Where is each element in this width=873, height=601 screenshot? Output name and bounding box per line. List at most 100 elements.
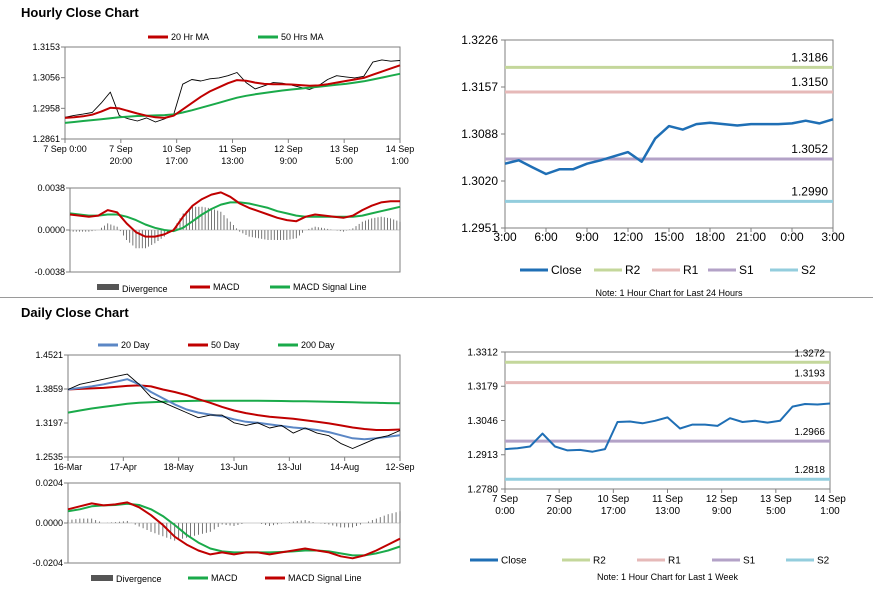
hourly-price-x-tick-label: 17:00 (165, 156, 188, 166)
daily_pivot-y-tick-label: 1.3179 (467, 382, 498, 393)
daily-price-200day-line (67, 399, 401, 414)
hourly-price-y-tick-label: 1.3056 (32, 73, 60, 83)
hourly-section-title: Hourly Close Chart (21, 5, 139, 20)
daily_pivot-x-tick-label: 1:00 (820, 506, 840, 517)
daily_pivot-y-tick-label: 1.2913 (467, 450, 498, 461)
daily-price-x-tick-label: 12-Sep (385, 462, 414, 472)
hourly-legend-ma20-label: 20 Hr MA (171, 32, 209, 42)
daily-macd-legend-signal-label: MACD Signal Line (288, 573, 362, 583)
daily_pivot-level-label-s2: 1.2818 (794, 465, 825, 476)
hourly_pivot-legend-r1-label: R1 (683, 263, 699, 277)
daily_pivot-x-tick-label: 17:00 (601, 506, 626, 517)
section-divider (0, 297, 873, 298)
daily-price-y-tick-label: 1.2535 (35, 452, 63, 462)
hourly_pivot-y-tick-label: 1.3088 (461, 127, 498, 141)
hourly_pivot-x-tick-label: 9:00 (575, 230, 599, 244)
hourly-price-frame (64, 46, 401, 140)
daily-macd-legend-divergence-label: Divergence (116, 574, 162, 584)
daily_pivot-x-tick-label: 20:00 (547, 506, 572, 517)
daily_pivot-legend-s2-label: S2 (817, 555, 830, 566)
hourly-legend-ma50-label: 50 Hrs MA (281, 32, 324, 42)
daily_pivot-y-tick-label: 1.3046 (467, 416, 498, 427)
hourly_pivot-legend-s2-label: S2 (801, 263, 816, 277)
hourly-price-ma20-line (64, 64, 401, 119)
daily_pivot-x-tick-label: 11 Sep (652, 494, 683, 505)
daily-price-x-tick-label: 18-May (164, 462, 195, 472)
hourly_pivot-close-line (504, 118, 834, 176)
hourly-price-x-tick-label: 1:00 (391, 156, 409, 166)
hourly_pivot-y-tick-label: 1.2951 (461, 221, 498, 235)
daily-price-x-tick-label: 14-Aug (330, 462, 359, 472)
hourly-price-y-tick-label: 1.2861 (32, 134, 60, 144)
hourly_pivot-level-label-r1: 1.3150 (791, 75, 828, 89)
hourly_pivot-y-tick-label: 1.3157 (461, 80, 498, 94)
hourly-macd-legend-divergence-swatch (97, 284, 119, 290)
daily_macd-y-tick-label: 0.0000 (35, 518, 63, 528)
daily-price-x-tick-label: 13-Jun (220, 462, 248, 472)
hourly-price-x-tick-label: 5:00 (335, 156, 353, 166)
hourly-price-x-tick-label: 14 Sep (386, 144, 415, 154)
daily_pivot-x-tick-label: 12 Sep (706, 494, 738, 505)
daily-macd-legend-divergence-swatch (91, 575, 113, 581)
daily_pivot-close-line (504, 402, 831, 453)
daily-price-20day-line (67, 378, 401, 441)
hourly_pivot-level-label-r2: 1.3186 (791, 50, 828, 64)
daily_macd-y-tick-label: 0.0204 (35, 478, 63, 488)
hourly_pivot-y-tick-label: 1.3020 (461, 174, 498, 188)
daily-price-x-tick-label: 13-Jul (277, 462, 302, 472)
hourly_macd-y-tick-label: -0.0038 (34, 267, 65, 277)
hourly_pivot-legend-close-label: Close (551, 263, 582, 277)
hourly_pivot-level-label-s1: 1.3052 (791, 142, 828, 156)
daily-price-x-tick-label: 16-Mar (54, 462, 83, 472)
daily_pivot-x-tick-label: 10 Sep (597, 494, 629, 505)
daily-legend-200day-label: 200 Day (301, 340, 335, 350)
hourly-price-x-tick-label: 7 Sep 0:00 (43, 144, 87, 154)
hourly-price-x-tick-label: 11 Sep (219, 144, 247, 154)
hourly_pivot-legend-r2-label: R2 (625, 263, 641, 277)
daily_pivot-legend-close-label: Close (501, 555, 527, 566)
daily_pivot-x-tick-label: 13 Sep (760, 494, 792, 505)
daily-price-50day-line (67, 384, 401, 431)
daily_pivot-level-label-r1: 1.3193 (794, 369, 825, 380)
hourly_pivot-x-tick-label: 6:00 (534, 230, 558, 244)
hourly_macd-macd-line (69, 191, 400, 238)
daily_macd-signal-line (67, 502, 401, 557)
hourly-macd-legend-signal-label: MACD Signal Line (293, 282, 367, 292)
daily-price-y-tick-label: 1.4521 (35, 350, 63, 360)
daily_pivot-x-tick-label: 9:00 (712, 506, 732, 517)
daily-price-y-tick-label: 1.3859 (35, 384, 63, 394)
hourly_pivot-legend-s1-label: S1 (739, 263, 754, 277)
daily_pivot-x-tick-label: 5:00 (766, 506, 786, 517)
hourly-price-close-line (64, 59, 401, 123)
hourly_pivot-x-tick-label: 0:00 (780, 230, 804, 244)
hourly_macd-y-tick-label: 0.0000 (37, 225, 65, 235)
daily_macd-y-tick-label: -0.0204 (32, 558, 63, 568)
daily_pivot-level-label-r2: 1.3272 (794, 348, 825, 359)
hourly-price-x-tick-label: 7 Sep (109, 144, 133, 154)
hourly_pivot-x-tick-label: 21:00 (736, 230, 766, 244)
hourly-price-x-tick-label: 13:00 (221, 156, 244, 166)
hourly-price-ma50-line (64, 72, 401, 124)
hourly-price-x-tick-label: 20:00 (110, 156, 133, 166)
daily_pivot-x-tick-label: 7 Sep (546, 494, 573, 505)
hourly_pivot-x-tick-label: 18:00 (695, 230, 725, 244)
daily_macd-macd-line (67, 501, 401, 560)
hourly-price-x-tick-label: 10 Sep (162, 144, 191, 154)
daily_pivot-legend-r2-label: R2 (593, 555, 606, 566)
hourly-price-y-tick-label: 1.2958 (32, 103, 60, 113)
daily_pivot-legend-s1-label: S1 (743, 555, 756, 566)
hourly_pivot-level-label-s2: 1.2990 (791, 184, 828, 198)
daily_pivot-x-tick-label: 13:00 (655, 506, 680, 517)
hourly_macd-y-tick-label: 0.0038 (37, 183, 65, 193)
hourly_pivot-y-tick-label: 1.3226 (461, 33, 498, 47)
daily_pivot-y-tick-label: 1.3312 (467, 347, 498, 358)
daily_pivot-level-label-s1: 1.2966 (794, 427, 825, 438)
hourly_pivot-note: Note: 1 Hour Chart for Last 24 Hours (595, 288, 743, 298)
daily-price-close-line (67, 373, 401, 449)
hourly-macd-legend-macd-label: MACD (213, 282, 240, 292)
hourly-price-x-tick-label: 12 Sep (274, 144, 303, 154)
hourly-macd-legend-divergence-label: Divergence (122, 284, 168, 294)
hourly_pivot-x-tick-label: 12:00 (613, 230, 643, 244)
daily_pivot-note: Note: 1 Hour Chart for Last 1 Week (597, 572, 738, 582)
